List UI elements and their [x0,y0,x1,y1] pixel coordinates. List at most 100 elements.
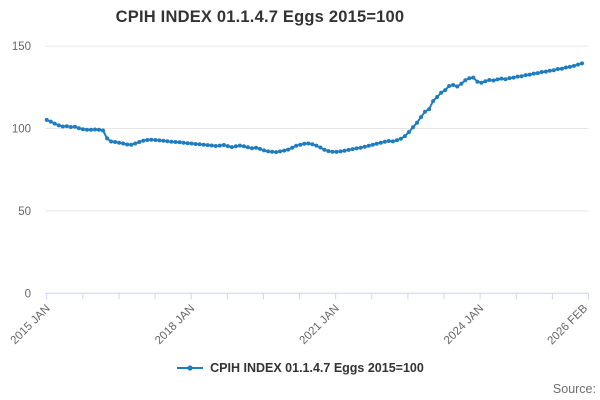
data-point[interactable] [447,84,452,88]
data-point[interactable] [350,147,355,152]
data-point[interactable] [475,79,480,84]
data-point[interactable] [459,81,464,86]
data-point[interactable] [113,140,118,144]
data-point[interactable] [117,140,122,145]
data-point[interactable] [435,95,440,99]
data-point[interactable] [406,130,411,135]
data-point[interactable] [471,75,476,80]
data-point[interactable] [318,145,323,150]
data-point[interactable] [213,144,218,148]
data-point[interactable] [354,146,359,151]
data-point[interactable] [278,149,283,154]
data-point[interactable] [394,138,399,143]
data-point[interactable] [483,79,488,84]
data-point[interactable] [576,62,580,67]
data-point[interactable] [109,139,114,144]
data-point[interactable] [201,142,206,147]
data-point[interactable] [423,109,427,114]
data-point[interactable] [44,117,49,122]
data-point[interactable] [282,148,287,153]
data-point[interactable] [64,124,69,129]
data-point[interactable] [487,78,492,82]
data-point[interactable] [467,76,472,81]
data-point[interactable] [60,124,65,129]
data-point[interactable] [105,136,110,141]
data-point[interactable] [370,142,375,147]
data-point[interactable] [193,142,198,146]
data-point[interactable] [125,142,130,147]
data-point[interactable] [217,143,222,148]
data-point[interactable] [390,139,395,144]
data-point[interactable] [161,138,166,143]
data-point[interactable] [266,149,271,154]
data-point[interactable] [439,90,444,95]
data-point[interactable] [149,137,154,142]
data-point[interactable] [84,127,89,132]
data-point[interactable] [97,127,101,132]
data-point[interactable] [89,127,93,132]
data-point[interactable] [555,67,560,71]
data-point[interactable] [515,74,520,79]
data-point[interactable] [157,138,162,143]
data-point[interactable] [503,77,508,82]
data-point[interactable] [209,143,214,148]
data-point[interactable] [507,76,512,81]
data-point[interactable] [551,68,556,73]
data-point[interactable] [262,148,266,153]
data-point[interactable] [386,139,391,143]
data-point[interactable] [205,143,210,148]
data-point[interactable] [302,141,307,146]
data-point[interactable] [241,144,246,149]
data-point[interactable] [378,140,383,145]
data-point[interactable] [145,138,150,142]
data-point[interactable] [342,148,347,153]
data-point[interactable] [80,127,85,132]
data-point[interactable] [229,145,234,150]
data-point[interactable] [463,78,468,83]
data-point[interactable] [346,147,351,152]
data-point[interactable] [189,141,194,146]
data-point[interactable] [415,120,419,125]
data-point[interactable] [431,99,436,104]
data-point[interactable] [535,71,540,76]
data-point[interactable] [567,64,572,69]
data-point[interactable] [298,142,303,147]
data-point[interactable] [258,146,262,151]
data-point[interactable] [419,115,423,120]
data-point[interactable] [374,141,379,146]
data-point[interactable] [362,144,367,149]
data-point[interactable] [68,125,73,129]
data-point[interactable] [93,127,97,132]
data-point[interactable] [169,139,174,144]
data-point[interactable] [572,63,576,68]
data-point[interactable] [181,140,186,145]
data-point[interactable] [56,123,61,128]
data-point[interactable] [326,149,331,154]
data-point[interactable] [402,134,407,139]
data-point[interactable] [177,140,182,145]
data-point[interactable] [322,147,327,152]
data-point[interactable] [451,83,456,87]
data-point[interactable] [310,142,315,147]
data-point[interactable] [72,124,77,129]
data-point[interactable] [165,139,170,144]
legend[interactable]: CPIH INDEX 01.1.4.7 Eggs 2015=100 [0,361,600,375]
data-point[interactable] [539,70,544,74]
data-point[interactable] [563,65,568,70]
data-point[interactable] [491,78,496,83]
data-point[interactable] [153,138,158,142]
data-point[interactable] [427,107,432,112]
data-point[interactable] [338,149,343,154]
data-point[interactable] [173,140,178,144]
data-point[interactable] [121,141,126,146]
data-point[interactable] [274,150,279,155]
data-point[interactable] [129,142,134,147]
data-point[interactable] [547,68,552,73]
data-point[interactable] [479,80,484,85]
data-point[interactable] [185,141,190,146]
data-point[interactable] [245,145,250,150]
data-point[interactable] [543,69,548,74]
data-point[interactable] [330,149,335,154]
data-point[interactable] [580,61,584,66]
data-point[interactable] [141,138,146,143]
